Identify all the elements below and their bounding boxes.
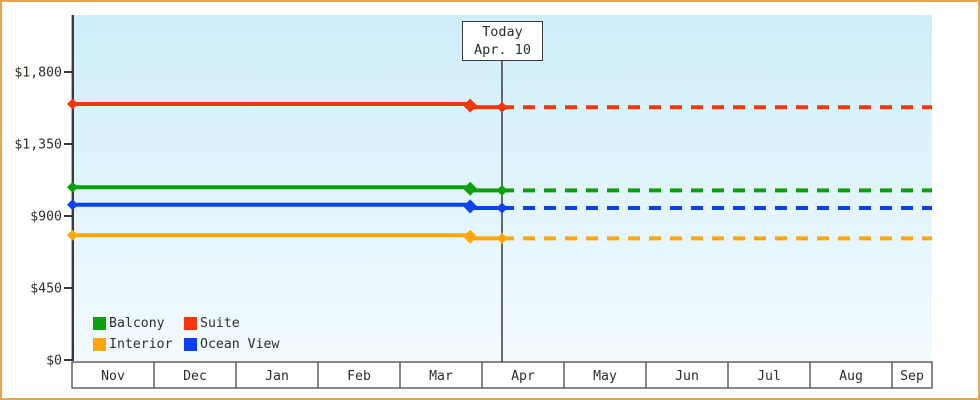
suite-marker-start: [67, 98, 78, 110]
month-label-dec: Dec: [183, 369, 207, 384]
y-tick-label: $900: [30, 210, 62, 225]
month-label-mar: Mar: [429, 369, 453, 384]
today-date-label: Apr. 10: [474, 42, 531, 58]
ocean-view-marker-start: [67, 199, 78, 211]
y-tick-label: $0: [46, 354, 62, 369]
interior-marker-today: [496, 232, 508, 244]
month-label-sep: Sep: [900, 369, 924, 384]
balcony-marker-today: [496, 184, 508, 196]
ocean-view-marker-today: [496, 202, 508, 214]
suite-marker-today: [496, 101, 508, 113]
month-label-feb: Feb: [347, 369, 371, 384]
month-label-nov: Nov: [101, 369, 125, 384]
today-annotation-box: Today Apr. 10: [462, 21, 543, 61]
month-label-aug: Aug: [839, 369, 863, 384]
ocean-view-marker-price-change: [463, 199, 478, 214]
month-label-jul: Jul: [757, 369, 781, 384]
suite-marker-price-change: [463, 98, 478, 113]
month-label-may: May: [593, 369, 617, 384]
interior-marker-price-change: [463, 229, 478, 244]
interior-marker-start: [67, 229, 78, 241]
y-tick-label: $1,350: [14, 138, 62, 153]
month-label-jun: Jun: [675, 369, 699, 384]
month-label-jan: Jan: [265, 369, 289, 384]
y-tick-label: $450: [30, 282, 62, 297]
month-label-apr: Apr: [511, 369, 535, 384]
balcony-marker-start: [67, 181, 78, 193]
y-tick-label: $1,800: [14, 66, 62, 81]
today-label: Today: [482, 24, 523, 40]
balcony-marker-price-change: [463, 181, 478, 196]
